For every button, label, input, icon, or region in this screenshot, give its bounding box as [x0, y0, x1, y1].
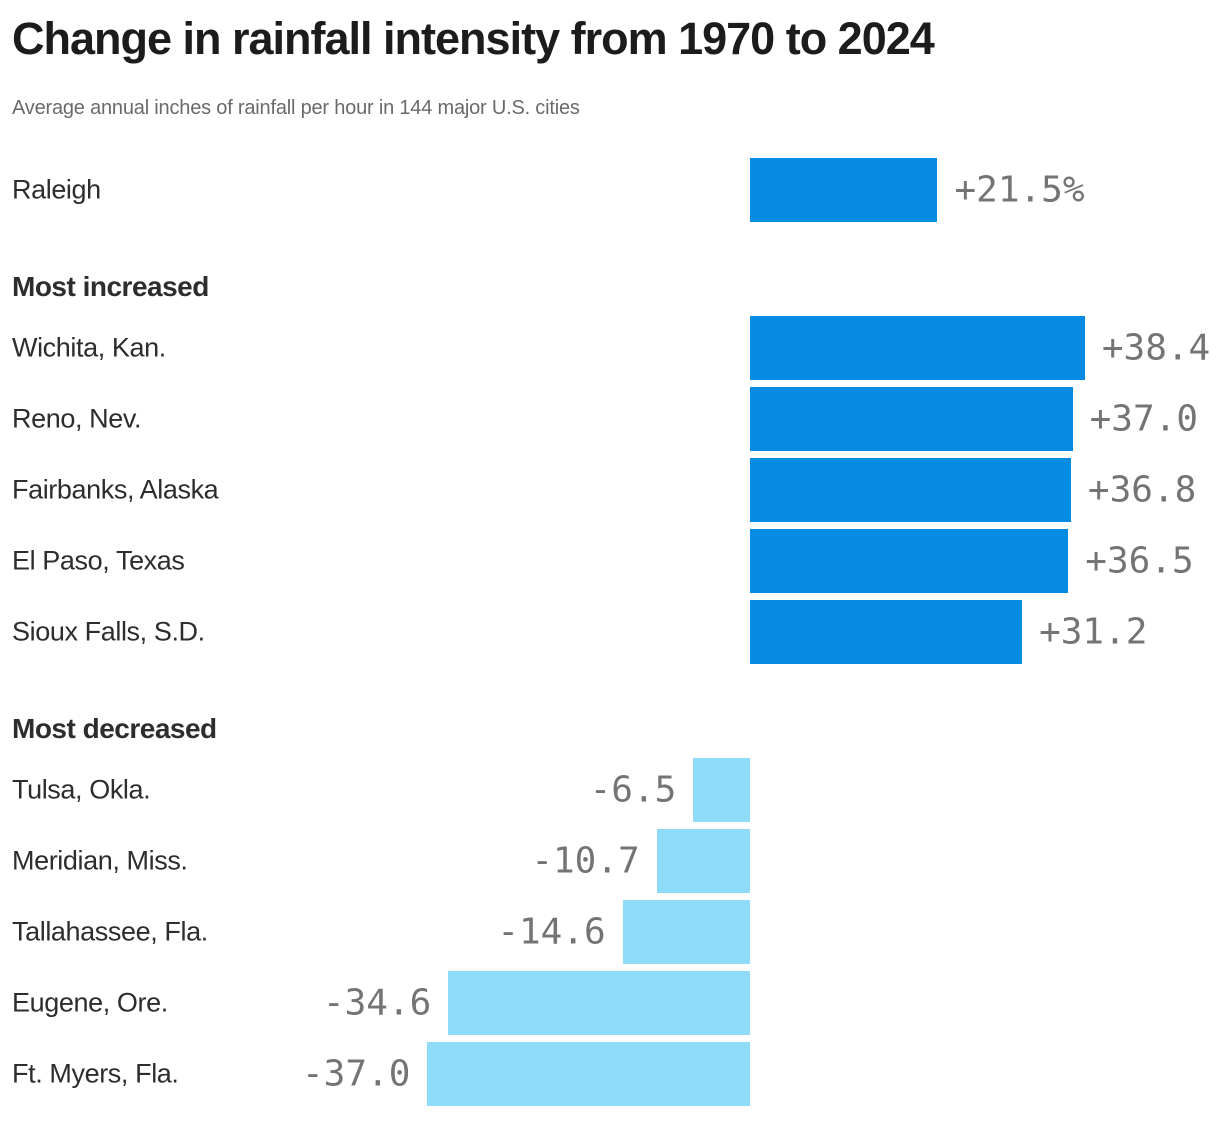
bar-row: Wichita, Kan. +38.4: [0, 316, 1220, 380]
value-label: +36.8: [1087, 469, 1197, 511]
bar-row: Sioux Falls, S.D. +31.2: [0, 600, 1220, 664]
bar-positive: [750, 158, 938, 222]
bar-positive: [750, 529, 1069, 593]
bar-row: Ft. Myers, Fla. -37.0: [0, 1042, 1220, 1106]
value-label: +36.5: [1085, 540, 1194, 582]
bar-positive: [750, 316, 1085, 380]
bar-negative: [448, 971, 750, 1035]
chart-subtitle: Average annual inches of rainfall per ho…: [12, 97, 580, 119]
value-label: +31.2: [1039, 611, 1148, 653]
bar-row: Tallahassee, Fla. -14.6: [0, 900, 1220, 964]
bar-row: Eugene, Ore. -34.6: [0, 971, 1220, 1035]
city-label: Reno, Nev.: [12, 403, 142, 434]
bar-row: Tulsa, Okla. -6.5: [0, 758, 1220, 822]
value-label: +38.4: [1101, 327, 1211, 369]
bar-negative: [427, 1042, 750, 1106]
value-label: -10.7: [531, 840, 640, 882]
city-label: Ft. Myers, Fla.: [12, 1058, 179, 1089]
bar-chart: Raleigh +21.5% Most increased Wichita, Kan.…: [0, 158, 1220, 1106]
bar-row: El Paso, Texas +36.5: [0, 529, 1220, 593]
value-label: +37.0: [1089, 398, 1198, 440]
bar-row: Fairbanks, Alaska +36.8: [0, 458, 1220, 522]
city-label: Meridian, Miss.: [12, 845, 188, 876]
bar-positive: [750, 600, 1023, 664]
bar-negative: [622, 900, 750, 964]
value-label: +21.5%: [954, 169, 1085, 211]
bar-positive: [750, 387, 1073, 451]
page-title: Change in rainfall intensity from 1970 t…: [12, 13, 935, 64]
city-label: Sioux Falls, S.D.: [12, 616, 205, 647]
value-label: -37.0: [302, 1053, 411, 1095]
value-label: -6.5: [589, 769, 677, 811]
city-label: Eugene, Ore.: [12, 987, 168, 1018]
city-label: Fairbanks, Alaska: [12, 474, 219, 505]
value-label: -34.6: [322, 982, 432, 1024]
group-heading: Most increased: [12, 271, 209, 302]
bar-negative: [693, 758, 750, 822]
bar-positive: [750, 458, 1071, 522]
city-label: El Paso, Texas: [12, 545, 185, 576]
city-label: Wichita, Kan.: [12, 332, 166, 363]
city-label: Raleigh: [12, 174, 101, 205]
bar-row: Raleigh +21.5%: [0, 158, 1220, 222]
bar-row: Meridian, Miss. -10.7: [0, 829, 1220, 893]
bar-negative: [656, 829, 750, 893]
city-label: Tulsa, Okla.: [12, 774, 151, 805]
city-label: Tallahassee, Fla.: [12, 916, 208, 947]
value-label: -14.6: [497, 911, 606, 953]
bar-row: Reno, Nev. +37.0: [0, 387, 1220, 451]
group-heading: Most decreased: [12, 713, 217, 744]
